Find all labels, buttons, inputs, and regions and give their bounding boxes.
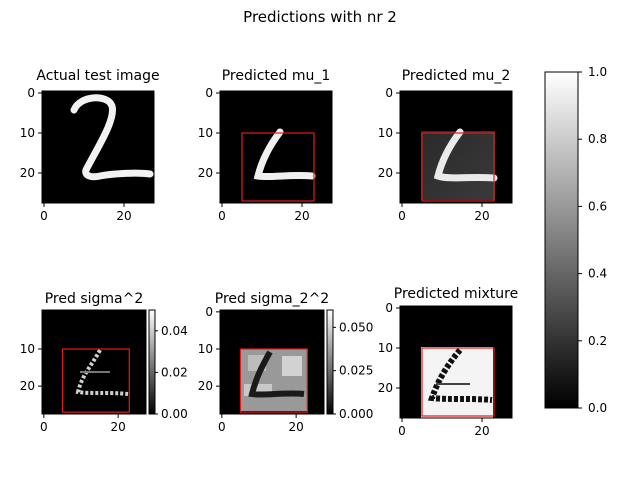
panel-5-title: Predicted mixture [394,286,518,302]
main-colorbar-label-2: 0.4 [588,267,607,281]
panel-1-frame [219,90,333,204]
panel-0-ytick-label-0: 0 [27,86,35,100]
panel-3-colorbar-label-1: 0.02 [161,365,188,379]
panel-0-image [42,91,154,203]
panel-5-frame [399,305,513,419]
panel-4-ytick-label-2: 20 [198,379,213,393]
panel-0-frame [41,90,155,204]
panel-4-ytick-label-0: 0 [205,305,213,319]
panel-2-xtick-label-1: 20 [474,209,489,223]
panel-3-colorbar [148,309,156,415]
main-colorbar-label-0: 0.0 [588,401,607,415]
panel-4-colorbar-label-2: 0.050 [339,320,373,334]
panel-3-ytick-label-0: 10 [20,342,35,356]
panel-3-ytick-label-1: 20 [20,379,35,393]
panel-4-image [220,310,324,414]
panel-0-title: Actual test image [36,68,159,84]
panel-2-bbox [421,132,495,202]
panel-3-colorbar-label-2: 0.04 [161,324,188,338]
panel-1-ytick-label-0: 0 [205,86,213,100]
panel-2-title: Predicted mu_2 [402,68,511,84]
panel-4-xtick-label-0: 0 [218,420,226,434]
panel-5-image [400,306,512,418]
main-colorbar-label-1: 0.2 [588,334,607,348]
panel-0-ytick-label-2: 20 [20,166,35,180]
panel-3-colorbar-label-0: 0.00 [161,407,188,421]
panel-3-bbox [61,348,130,413]
panel-5-ytick-label-0: 0 [385,301,393,315]
panel-5-xtick-label-0: 0 [398,424,406,438]
panel-3-frame [41,309,147,415]
panel-1-ytick-label-1: 10 [198,126,213,140]
main-colorbar-label-4: 0.8 [588,132,607,146]
panel-5-ytick-label-2: 20 [378,381,393,395]
panel-1-title: Predicted mu_1 [222,68,331,84]
main-colorbar-label-3: 0.6 [588,199,607,213]
panel-3-title: Pred sigma^2 [45,291,144,307]
panel-3-xtick-label-1: 20 [111,420,126,434]
panel-0-xtick-label-1: 20 [116,209,131,223]
panel-5-ytick-label-1: 10 [378,341,393,355]
panel-4-colorbar-label-1: 0.025 [339,364,373,378]
panel-4-colorbar-label-0: 0.000 [339,407,373,421]
panel-2-frame [399,90,513,204]
panel-4-ytick-label-1: 10 [198,342,213,356]
panel-3-image [42,310,146,414]
panel-2-ytick-label-2: 20 [378,166,393,180]
panel-0-xtick-label-0: 0 [40,209,48,223]
panel-5-xtick-label-1: 20 [474,424,489,438]
panel-1-image [220,91,332,203]
panel-2-ytick-label-0: 0 [385,86,393,100]
panel-2-xtick-label-0: 0 [398,209,406,223]
panel-2-image [400,91,512,203]
main-colorbar-label-5: 1.0 [588,65,607,79]
panel-5-bbox [421,347,495,417]
panel-0-ytick-label-1: 10 [20,126,35,140]
panel-4-frame [219,309,325,415]
main-colorbar [544,71,579,409]
panel-3-xtick-label-0: 0 [40,420,48,434]
figure-title: Predictions with nr 2 [243,8,397,26]
panel-1-xtick-label-0: 0 [218,209,226,223]
panel-2-ytick-label-1: 10 [378,126,393,140]
panel-4-colorbar [326,309,334,415]
panel-1-ytick-label-2: 20 [198,166,213,180]
panel-4-bbox [239,348,308,413]
panel-4-xtick-label-1: 20 [289,420,304,434]
panel-1-bbox [241,132,315,202]
panel-1-xtick-label-1: 20 [294,209,309,223]
panel-4-title: Pred sigma_2^2 [215,291,329,307]
